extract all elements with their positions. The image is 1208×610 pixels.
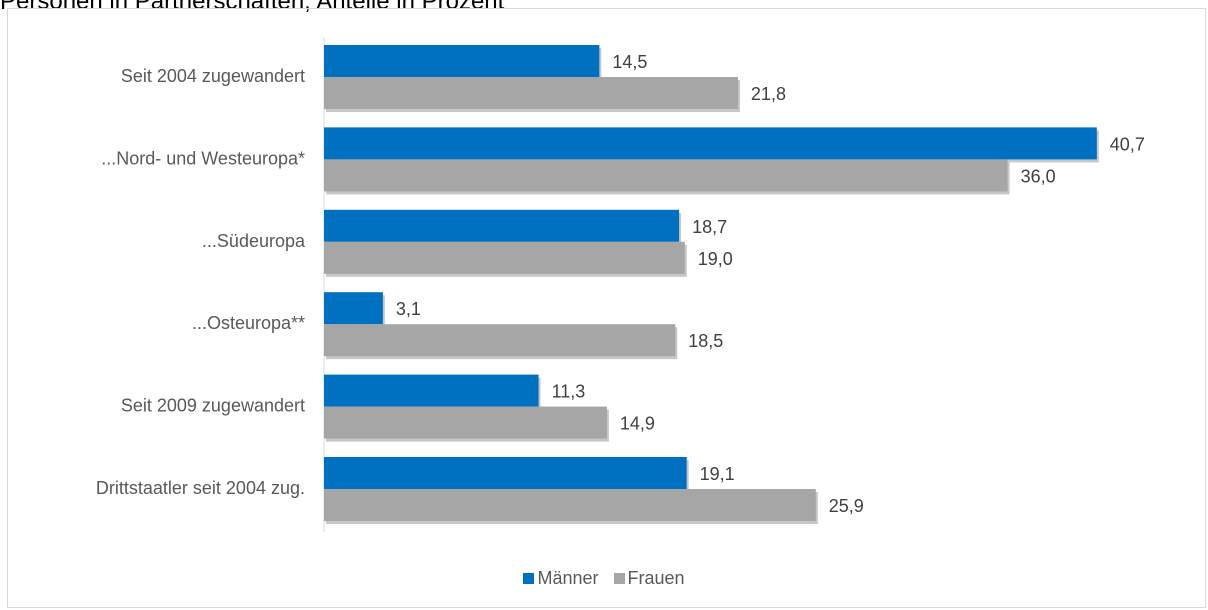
data-label: 25,9 <box>829 496 864 516</box>
data-label: 36,0 <box>1021 166 1056 186</box>
legend-swatch-frauen <box>614 573 625 584</box>
data-label: 14,9 <box>620 414 655 434</box>
bar-frauen <box>324 489 816 521</box>
data-label: 11,3 <box>552 382 586 402</box>
category-label: ...Nord- und Westeuropa* <box>101 148 305 168</box>
data-label: 3,1 <box>396 299 421 319</box>
data-label: 14,5 <box>612 52 647 72</box>
category-label: Seit 2009 zugewandert <box>121 396 305 416</box>
bar-frauen <box>324 407 607 439</box>
data-label: 19,0 <box>698 249 733 269</box>
bar-maenner <box>324 210 679 242</box>
data-label: 18,7 <box>692 217 727 237</box>
legend-swatch-maenner <box>523 573 534 584</box>
category-label: ...Osteuropa** <box>192 313 305 333</box>
category-label: Seit 2004 zugewandert <box>121 66 305 86</box>
data-label: 21,8 <box>751 84 786 104</box>
legend-label-frauen: Frauen <box>628 568 685 589</box>
bar-maenner <box>324 292 383 324</box>
category-label: ...Südeuropa <box>202 231 306 251</box>
bar-maenner <box>324 127 1097 159</box>
data-label: 40,7 <box>1110 134 1145 154</box>
chart-legend: Männer Frauen <box>0 568 1208 589</box>
legend-label-maenner: Männer <box>537 568 598 589</box>
bar-maenner <box>324 457 687 489</box>
category-label: Drittstaatler seit 2004 zug. <box>96 478 305 498</box>
bar-frauen <box>324 77 738 109</box>
legend-item-maenner: Männer <box>523 568 598 589</box>
bar-frauen <box>324 242 685 274</box>
bar-chart: Seit 2004 zugewandert 14,5 21,8 ...Nord- un… <box>0 0 1208 560</box>
bar-maenner <box>324 375 539 407</box>
legend-item-frauen: Frauen <box>614 568 685 589</box>
bar-frauen <box>324 324 675 356</box>
bar-maenner <box>324 45 599 77</box>
data-label: 18,5 <box>688 331 723 351</box>
data-label: 19,1 <box>700 464 735 484</box>
bar-frauen <box>324 159 1008 191</box>
